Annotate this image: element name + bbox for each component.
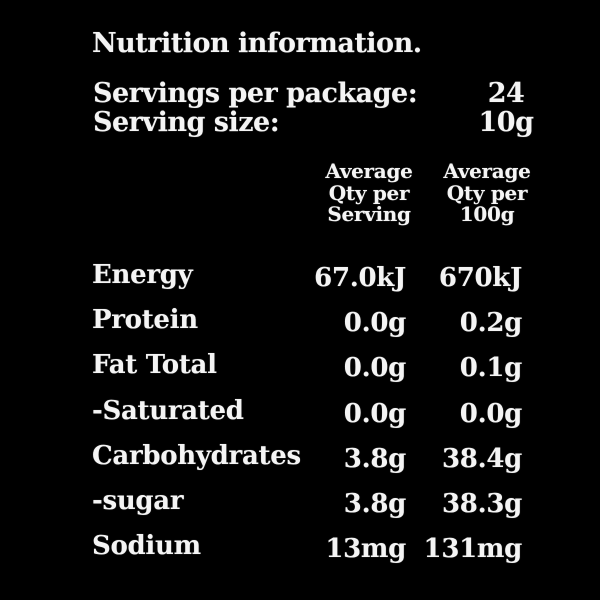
table-row-protein: Protein 0.0g 0.2g (0, 298, 600, 343)
serving-size-value: 10g (478, 106, 534, 138)
table-row-sugar: -sugar 3.8g 38.3g (0, 479, 600, 524)
column-header-per-serving-line1: Average (325, 159, 413, 183)
column-header-per-serving-line3: Serving (327, 202, 411, 226)
serving-info-block: Servings per package: 24 Serving size: 1… (93, 78, 553, 138)
column-header-per-serving: Average Qty per Serving (294, 159, 444, 226)
servings-per-package-value: 24 (487, 78, 525, 109)
serving-size-label: Serving size: (93, 106, 280, 138)
table-row-energy: Energy 67.0kJ 670kJ (0, 253, 600, 298)
column-header-per-100g-line3: 100g (459, 202, 515, 226)
serving-size-row: Serving size: 10g (93, 106, 553, 138)
per-serving-value: 13mg (325, 534, 406, 565)
nutrient-label: -Saturated (92, 395, 244, 426)
table-row-sodium: Sodium 13mg 131mg (0, 524, 600, 569)
table-row-saturated: -Saturated 0.0g 0.0g (0, 389, 600, 434)
per-100g-value: 38.4g (441, 443, 522, 474)
per-serving-value: 0.0g (343, 353, 407, 384)
per-100g-value: 38.3g (441, 488, 522, 519)
table-row-fat-total: Fat Total 0.0g 0.1g (0, 343, 600, 388)
per-serving-value: 0.0g (343, 398, 407, 429)
per-serving-value: 67.0kJ (314, 263, 406, 293)
per-100g-value: 670kJ (438, 263, 522, 293)
per-100g-value: 0.0g (459, 398, 523, 429)
column-header-per-100g: Average Qty per 100g (412, 159, 562, 226)
nutrient-table: Energy 67.0kJ 670kJ Protein 0.0g 0.2g Fa… (0, 253, 600, 569)
servings-per-package-row: Servings per package: 24 (93, 78, 553, 109)
servings-per-package-label: Servings per package: (93, 78, 418, 109)
per-serving-value: 3.8g (343, 488, 407, 519)
per-serving-value: 3.8g (343, 443, 407, 474)
page-title: Nutrition information. (92, 28, 422, 59)
per-100g-value: 131mg (423, 534, 523, 565)
table-row-carbohydrates: Carbohydrates 3.8g 38.4g (0, 434, 600, 479)
nutrient-label: Sodium (92, 531, 201, 562)
column-header-per-serving-line2: Qty per (328, 180, 410, 205)
per-100g-value: 0.2g (459, 308, 523, 339)
column-header-per-100g-line2: Qty per (446, 180, 528, 205)
column-header-per-100g-line1: Average (443, 159, 531, 183)
nutrient-label: Energy (92, 260, 193, 290)
per-serving-value: 0.0g (343, 308, 407, 339)
nutrient-label: Fat Total (92, 350, 217, 381)
nutrient-label: Carbohydrates (92, 440, 301, 471)
nutrient-label: Protein (92, 305, 198, 336)
per-100g-value: 0.1g (459, 353, 523, 384)
nutrient-label: -sugar (92, 485, 184, 516)
